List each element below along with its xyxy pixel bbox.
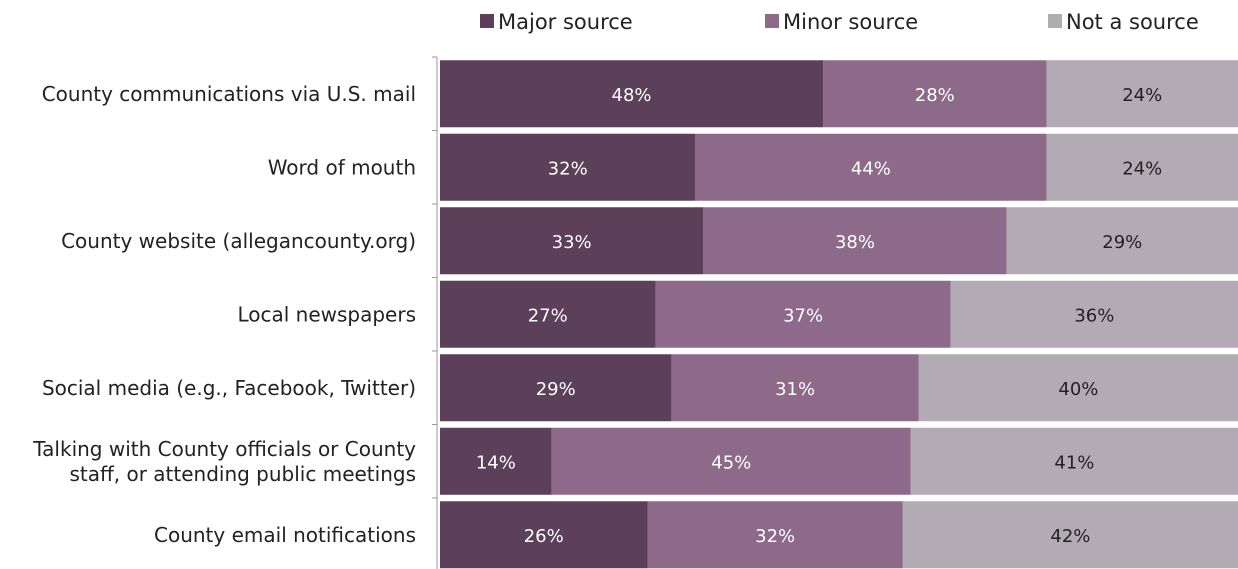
bar-segment-7-3 (902, 501, 1238, 569)
bar-segment-7-2 (647, 501, 903, 569)
category-label-1: County communications via U.S. mail (42, 82, 416, 106)
bar-segment-6-1 (440, 427, 552, 495)
data-label-2-3: 24% (1122, 158, 1162, 179)
legend-label-2: Minor source (783, 10, 918, 34)
data-label-5-1: 29% (536, 379, 576, 400)
data-label-5-3: 40% (1058, 379, 1098, 400)
bar-segment-6-3 (910, 427, 1238, 495)
data-label-1-1: 48% (612, 85, 652, 106)
data-label-7-2: 32% (755, 526, 795, 547)
bar-segment-4-2 (655, 280, 951, 348)
category-axis (432, 56, 438, 569)
category-label-5: Social media (e.g., Facebook, Twitter) (42, 376, 416, 400)
category-labels: County communications via U.S. mail Word … (32, 82, 416, 547)
bar-segment-3-3 (1006, 207, 1238, 275)
bar-segment-3-1 (440, 207, 704, 275)
legend-swatch-1 (480, 14, 494, 28)
bar-segment-5-1 (440, 354, 672, 422)
bar-segment-7-1 (440, 501, 648, 569)
bars: 48% 28% 24% 32% 44% 24% 33% 38% 29% 27% 37% 36% 29% 3… (440, 60, 1238, 569)
data-label-1-2: 28% (915, 85, 955, 106)
legend-swatch-2 (765, 14, 779, 28)
bar-segment-4-1 (440, 280, 656, 348)
bar-segment-2-1 (440, 133, 696, 201)
data-label-6-3: 41% (1054, 452, 1094, 473)
category-label-3: County website (allegancounty.org) (61, 229, 416, 253)
bar-segment-1-3 (1046, 60, 1238, 128)
data-label-3-1: 33% (552, 232, 592, 253)
data-label-4-3: 36% (1074, 305, 1114, 326)
bar-segment-4-3 (950, 280, 1238, 348)
bar-segment-2-2 (695, 133, 1047, 201)
bar-segment-1-2 (823, 60, 1047, 128)
data-label-3-2: 38% (835, 232, 875, 253)
data-label-6-2: 45% (711, 452, 751, 473)
category-label-2: Word of mouth (268, 155, 416, 179)
bar-segment-2-3 (1046, 133, 1238, 201)
data-label-2-1: 32% (548, 158, 588, 179)
bar-segment-5-3 (918, 354, 1238, 422)
data-label-2-2: 44% (851, 158, 891, 179)
data-label-1-3: 24% (1122, 85, 1162, 106)
legend-swatch-3 (1048, 14, 1062, 28)
data-label-4-1: 27% (528, 305, 568, 326)
category-label-4: Local newspapers (237, 302, 416, 326)
data-label-5-2: 31% (775, 379, 815, 400)
bar-segment-6-2 (551, 427, 911, 495)
data-label-6-1: 14% (476, 452, 516, 473)
data-label-7-1: 26% (524, 526, 564, 547)
bar-segment-5-2 (671, 354, 919, 422)
legend-label-3: Not a source (1066, 10, 1199, 34)
category-label-7: County email notifications (154, 523, 416, 547)
bar-segment-1-1 (440, 60, 824, 128)
data-label-3-3: 29% (1102, 232, 1142, 253)
legend: Major source Minor source Not a source (480, 10, 1199, 34)
bar-segment-3-2 (703, 207, 1007, 275)
data-label-4-2: 37% (783, 305, 823, 326)
category-label-6: Talking with County officials or County s… (32, 437, 416, 486)
legend-label-1: Major source (498, 10, 633, 34)
data-label-7-3: 42% (1050, 526, 1090, 547)
